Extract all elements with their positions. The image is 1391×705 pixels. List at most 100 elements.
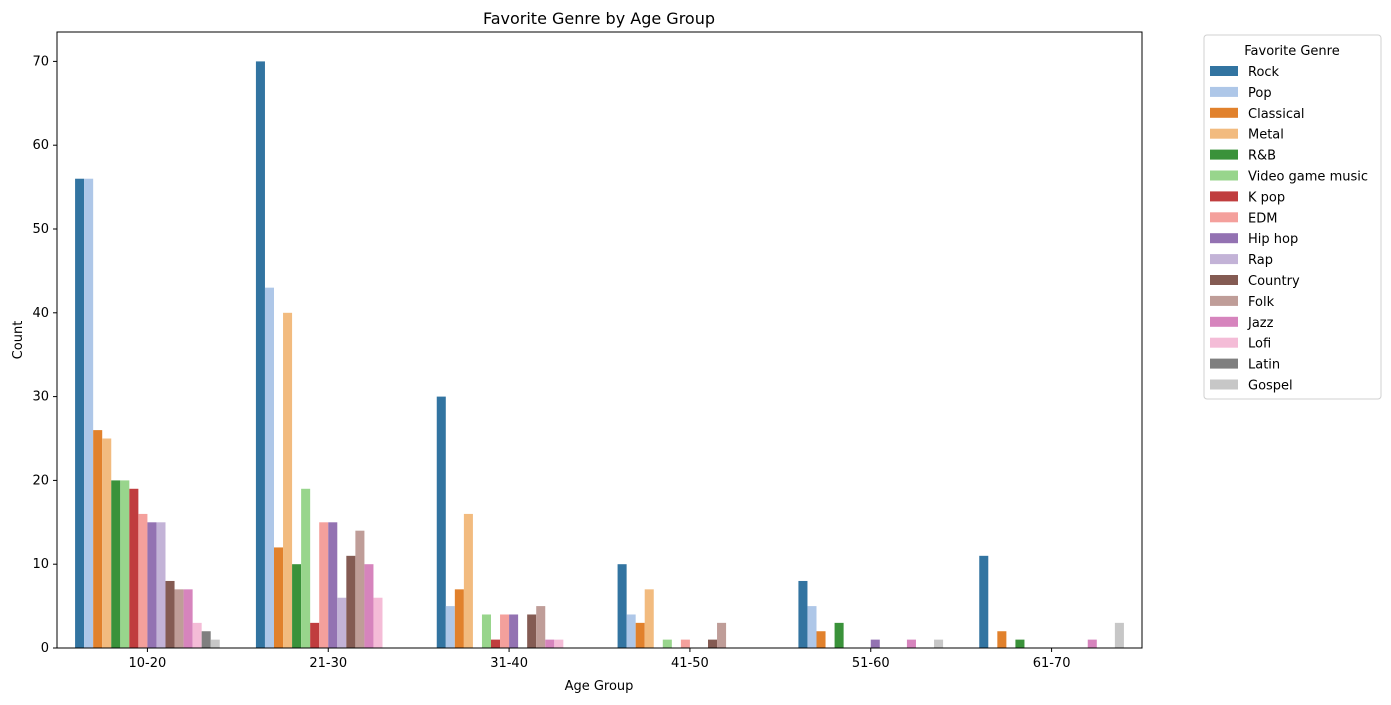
x-tick-label: 31-40 bbox=[490, 656, 528, 671]
legend-swatch bbox=[1210, 107, 1238, 118]
bar-lofi-10-20 bbox=[192, 622, 202, 648]
bar-rock-31-40 bbox=[436, 396, 446, 648]
bar-classical-61-70 bbox=[997, 631, 1007, 648]
bar-jazz-61-70 bbox=[1087, 639, 1097, 648]
y-tick-label: 0 bbox=[41, 641, 49, 656]
bar-video-game-music-10-20 bbox=[120, 480, 130, 648]
x-tick-label: 61-70 bbox=[1033, 656, 1071, 671]
plot-frame bbox=[56, 31, 1143, 649]
y-tick-label: 30 bbox=[32, 390, 49, 405]
bar-hip-hop-10-20 bbox=[147, 522, 157, 648]
legend-swatch bbox=[1210, 128, 1238, 139]
legend-label: Video game music bbox=[1248, 170, 1368, 185]
bar-video-game-music-21-30 bbox=[301, 488, 311, 648]
bar-metal-10-20 bbox=[102, 438, 112, 648]
y-tick-label: 10 bbox=[32, 557, 49, 572]
bar-rock-61-70 bbox=[979, 555, 989, 648]
y-axis-label: Count bbox=[11, 321, 26, 360]
y-tick-label: 60 bbox=[32, 138, 49, 153]
legend-label: Pop bbox=[1248, 86, 1272, 101]
bar-r-b-51-60 bbox=[834, 622, 844, 648]
legend-swatch bbox=[1210, 379, 1238, 390]
bar-classical-10-20 bbox=[93, 430, 103, 648]
bar-edm-41-50 bbox=[680, 639, 690, 648]
bar-pop-51-60 bbox=[807, 606, 817, 648]
legend-label: Rock bbox=[1248, 65, 1280, 80]
legend-label: Folk bbox=[1248, 295, 1275, 310]
bar-pop-31-40 bbox=[445, 606, 455, 648]
x-tick-label: 41-50 bbox=[671, 656, 709, 671]
legend-label: K pop bbox=[1248, 190, 1285, 205]
legend-label: Lofi bbox=[1248, 337, 1271, 352]
legend-swatch bbox=[1210, 86, 1238, 97]
legend-label: Gospel bbox=[1248, 379, 1293, 394]
legend: Favorite Genre Rock Pop Classical Metal R&B V… bbox=[1203, 34, 1382, 400]
bar-rock-21-30 bbox=[255, 61, 265, 648]
bar-rock-51-60 bbox=[798, 580, 808, 648]
bar-lofi-31-40 bbox=[554, 639, 564, 648]
bar-video-game-music-41-50 bbox=[662, 639, 672, 648]
bar-classical-31-40 bbox=[454, 589, 464, 648]
bar-country-41-50 bbox=[708, 639, 718, 648]
bar-pop-41-50 bbox=[626, 614, 636, 648]
legend-label: Latin bbox=[1248, 358, 1280, 373]
bar-folk-10-20 bbox=[174, 589, 184, 648]
legend-label: EDM bbox=[1248, 211, 1277, 226]
bar-edm-21-30 bbox=[319, 522, 329, 648]
x-axis-label: Age Group bbox=[565, 679, 634, 694]
legend-swatch bbox=[1210, 212, 1238, 223]
bar-pop-10-20 bbox=[84, 178, 94, 648]
chart-title: Favorite Genre by Age Group bbox=[483, 9, 715, 28]
y-tick-label: 70 bbox=[32, 54, 49, 69]
bar-classical-41-50 bbox=[635, 622, 645, 648]
bar-country-31-40 bbox=[527, 614, 537, 648]
bar-jazz-51-60 bbox=[906, 639, 916, 648]
bar-jazz-21-30 bbox=[364, 564, 374, 648]
legend-swatch bbox=[1210, 358, 1238, 369]
bar-k-pop-21-30 bbox=[310, 622, 320, 648]
bar-folk-41-50 bbox=[717, 622, 727, 648]
bar-gospel-10-20 bbox=[210, 639, 220, 648]
bar-hip-hop-51-60 bbox=[870, 639, 880, 648]
bar-metal-31-40 bbox=[463, 513, 473, 648]
legend-label: Hip hop bbox=[1248, 232, 1298, 247]
y-tick-label: 20 bbox=[32, 473, 49, 488]
bar-pop-21-30 bbox=[264, 287, 274, 648]
bar-rock-41-50 bbox=[617, 564, 627, 648]
bar-metal-41-50 bbox=[644, 589, 654, 648]
bar-jazz-10-20 bbox=[183, 589, 193, 648]
bar-r-b-61-70 bbox=[1015, 639, 1025, 648]
bar-edm-31-40 bbox=[500, 614, 510, 648]
y-tick-label: 40 bbox=[32, 306, 49, 321]
bar-jazz-31-40 bbox=[545, 639, 555, 648]
bar-classical-51-60 bbox=[816, 631, 826, 648]
legend-label: Jazz bbox=[1247, 316, 1274, 331]
bar-k-pop-31-40 bbox=[491, 639, 501, 648]
legend-swatch bbox=[1210, 191, 1238, 202]
bar-lofi-21-30 bbox=[373, 597, 383, 648]
legend-label: Country bbox=[1248, 274, 1300, 289]
bar-classical-21-30 bbox=[274, 547, 284, 648]
legend-swatch bbox=[1210, 233, 1238, 244]
bar-folk-21-30 bbox=[355, 530, 365, 648]
bar-gospel-61-70 bbox=[1114, 622, 1124, 648]
bar-country-10-20 bbox=[165, 580, 175, 648]
legend-title: Favorite Genre bbox=[1244, 44, 1339, 59]
legend-frame bbox=[1203, 34, 1382, 400]
bar-latin-10-20 bbox=[201, 631, 211, 648]
x-tick-label: 21-30 bbox=[309, 656, 347, 671]
legend-label: Rap bbox=[1248, 253, 1273, 268]
bar-hip-hop-21-30 bbox=[328, 522, 338, 648]
legend-swatch bbox=[1210, 66, 1238, 76]
legend-swatch bbox=[1210, 170, 1238, 181]
x-tick-label: 10-20 bbox=[129, 656, 167, 671]
bar-rap-10-20 bbox=[156, 522, 166, 648]
legend-swatch bbox=[1210, 149, 1238, 160]
bar-rock-10-20 bbox=[75, 178, 85, 648]
legend-swatch bbox=[1210, 275, 1238, 285]
bar-country-21-30 bbox=[346, 555, 356, 648]
legend-swatch bbox=[1210, 316, 1238, 327]
plot-area bbox=[75, 61, 1124, 648]
